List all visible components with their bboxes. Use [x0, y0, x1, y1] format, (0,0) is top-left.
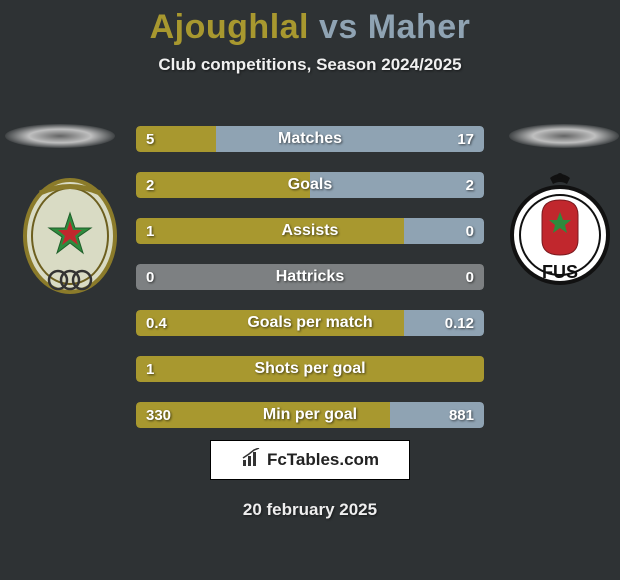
svg-text:FUS: FUS	[542, 262, 578, 282]
comparison-date: 20 february 2025	[0, 500, 620, 520]
stat-bar-row: Shots per goal1	[136, 356, 484, 382]
brand-chart-icon	[241, 448, 263, 473]
stat-bar-left	[136, 218, 404, 244]
brand-text: FcTables.com	[267, 450, 379, 470]
stat-bar-right	[310, 264, 484, 290]
comparison-bars: Matches517 Goals22 Assists10 Hattricks00 Goa…	[136, 126, 484, 448]
brand-box[interactable]: FcTables.com	[210, 440, 410, 480]
stat-bar-row: Min per goal330881	[136, 402, 484, 428]
stat-bar-left	[136, 310, 404, 336]
stat-bar-row: Assists10	[136, 218, 484, 244]
stat-bar-right	[404, 218, 484, 244]
comparison-title: Ajoughlal vs Maher	[0, 0, 620, 47]
comparison-subtitle: Club competitions, Season 2024/2025	[0, 55, 620, 75]
team-crest-right: FUS	[510, 170, 610, 300]
stat-bar-left	[136, 402, 390, 428]
stat-bar-left	[136, 356, 484, 382]
team-crest-left	[20, 178, 120, 308]
stat-bar-left	[136, 172, 310, 198]
stat-bar-right	[404, 310, 484, 336]
stat-bar-left	[136, 264, 310, 290]
stat-bar-left	[136, 126, 216, 152]
stat-bar-right	[390, 402, 484, 428]
crest-shadow-right	[509, 124, 619, 148]
title-player-left: Ajoughlal	[150, 8, 309, 46]
title-player-right: Maher	[368, 8, 471, 46]
title-vs: vs	[309, 8, 368, 46]
stat-bar-row: Goals per match0.40.12	[136, 310, 484, 336]
stat-bar-row: Matches517	[136, 126, 484, 152]
stat-bar-row: Goals22	[136, 172, 484, 198]
stat-bar-right	[216, 126, 484, 152]
stat-bar-right	[310, 172, 484, 198]
stat-bar-row: Hattricks00	[136, 264, 484, 290]
crest-shadow-left	[5, 124, 115, 148]
